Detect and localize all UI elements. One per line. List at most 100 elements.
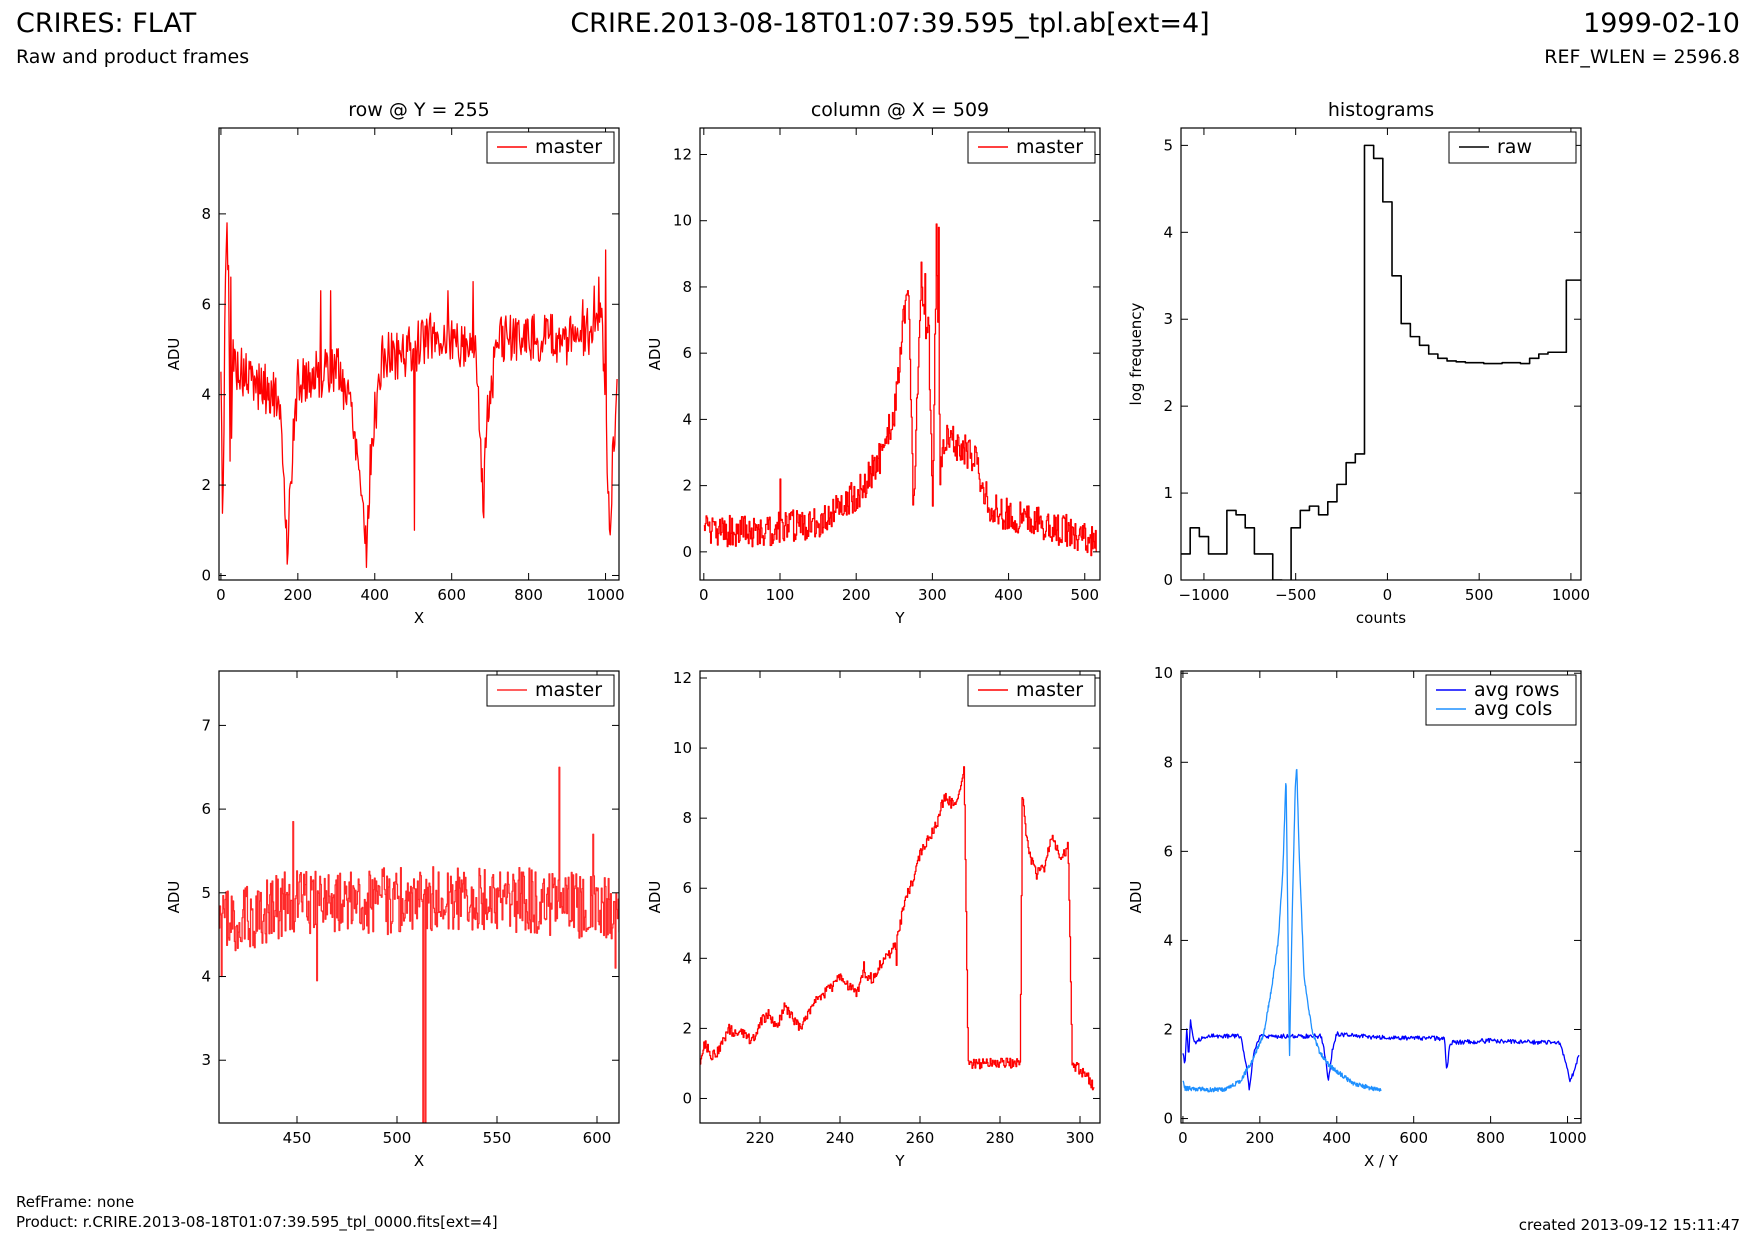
legend-label: avg cols (1474, 698, 1552, 720)
y-tick-label: 4 (201, 968, 211, 986)
y-tick-label: 6 (1163, 842, 1173, 860)
x-tick-label: 500 (383, 1129, 412, 1147)
x-tick-label: 400 (360, 586, 389, 604)
legend-label: master (1016, 136, 1083, 158)
created-timestamp: created 2013-09-12 15:11:47 (1518, 1216, 1740, 1234)
y-tick-label: 8 (682, 809, 692, 827)
y-tick-label: 3 (201, 1051, 211, 1069)
frame-name: CRIRE.2013-08-18T01:07:39.595_tpl.ab[ext… (570, 8, 1210, 39)
y-tick-label: 0 (682, 543, 692, 561)
x-tick-label: 260 (906, 1129, 935, 1147)
x-tick-label: 400 (1322, 1129, 1351, 1147)
y-tick-label: 0 (201, 566, 211, 584)
plot-frame (1180, 670, 1582, 1124)
y-tick-label: 0 (682, 1089, 692, 1107)
y-tick-label: 6 (201, 800, 211, 818)
x-axis-label: Y (894, 609, 905, 627)
x-tick-label: 0 (216, 586, 226, 604)
legend-label: master (1016, 679, 1083, 701)
x-tick-label: 800 (514, 586, 543, 604)
y-tick-label: 4 (682, 410, 692, 428)
ref-wlen: REF_WLEN = 2596.8 (1544, 46, 1740, 68)
header-subtitle: Raw and product frames (16, 46, 250, 68)
x-tick-label: 1000 (1548, 1129, 1586, 1147)
header-title: CRIRES: FLAT (16, 8, 197, 39)
legend-label: master (535, 136, 602, 158)
plot-frame (218, 127, 620, 581)
chart-panel-3: −1000 −500 0 500 1000 0 1 2 3 4 5 histograms counts l… (1127, 99, 1590, 627)
y-tick-label: 4 (1163, 931, 1173, 949)
y-tick-label: 6 (201, 295, 211, 313)
x-tick-label: 0 (699, 586, 709, 604)
y-tick-label: 10 (673, 212, 692, 230)
x-tick-label: 500 (1070, 586, 1099, 604)
legend-label: master (535, 679, 602, 701)
x-tick-label: 200 (842, 586, 871, 604)
plot-frame (699, 127, 1101, 581)
x-tick-label: 200 (284, 586, 313, 604)
header-date: 1999-02-10 (1583, 8, 1740, 39)
chart-title: column @ X = 509 (811, 99, 989, 121)
x-tick-label: 200 (1246, 1129, 1275, 1147)
x-axis-label: X / Y (1364, 1152, 1399, 1170)
y-tick-label: 1 (1163, 484, 1173, 502)
y-tick-label: 6 (682, 879, 692, 897)
x-tick-label: 240 (826, 1129, 855, 1147)
series-line-avg-rows (1182, 1019, 1580, 1091)
y-tick-label: 2 (682, 477, 692, 495)
x-axis-label: Y (894, 1152, 905, 1170)
y-tick-label: 7 (201, 716, 211, 734)
x-tick-label: 280 (986, 1129, 1015, 1147)
x-tick-label: 300 (918, 586, 947, 604)
series-line-master (703, 223, 1097, 557)
y-axis-label: ADU (165, 881, 183, 914)
series-line-raw (1181, 144, 1581, 580)
y-tick-label: 4 (201, 386, 211, 404)
y-axis-label: ADU (1127, 881, 1145, 914)
x-axis-label: X (414, 609, 424, 627)
product-label: Product: r.CRIRE.2013-08-18T01:07:39.595… (16, 1213, 498, 1231)
x-tick-label: 600 (583, 1129, 612, 1147)
legend-box (1425, 674, 1577, 726)
y-tick-label: 2 (201, 476, 211, 494)
y-tick-label: 8 (1163, 753, 1173, 771)
y-tick-label: 12 (673, 145, 692, 163)
x-tick-label: −1000 (1179, 586, 1230, 604)
y-tick-label: 4 (682, 949, 692, 967)
y-tick-label: 4 (1163, 223, 1173, 241)
chart-panel-6: 0 200 400 600 800 1000 0 2 4 6 8 10 X / Y ADU avg rows… (1127, 664, 1587, 1170)
y-tick-label: 0 (1163, 571, 1173, 589)
series-line-master (219, 766, 619, 1123)
x-tick-label: 1000 (1552, 586, 1590, 604)
chart-title: row @ Y = 255 (348, 99, 490, 121)
series-line-master (700, 766, 1095, 1091)
x-tick-label: 1000 (586, 586, 624, 604)
y-tick-label: 10 (673, 739, 692, 757)
x-tick-label: 600 (437, 586, 466, 604)
chart-panel-5: 220 240 260 280 300 0 2 4 6 8 10 12 Y ADU master (646, 669, 1101, 1170)
series-line-avg-cols (1182, 768, 1382, 1093)
x-tick-label: 300 (1066, 1129, 1095, 1147)
y-tick-label: 5 (1163, 136, 1173, 154)
y-tick-label: 2 (1163, 397, 1173, 415)
y-axis-label: ADU (646, 881, 664, 914)
x-tick-label: 500 (1465, 586, 1494, 604)
chart-panel-2: 0 100 200 300 400 500 0 2 4 6 8 10 12 column @ X = 50… (646, 99, 1101, 627)
x-tick-label: 450 (283, 1129, 312, 1147)
y-tick-label: 5 (201, 884, 211, 902)
y-tick-label: 8 (201, 205, 211, 223)
y-tick-label: 6 (682, 344, 692, 362)
y-axis-label: log frequency (1127, 302, 1145, 405)
x-tick-label: 800 (1476, 1129, 1505, 1147)
y-tick-label: 3 (1163, 310, 1173, 328)
x-tick-label: 220 (746, 1129, 775, 1147)
y-tick-label: 8 (682, 278, 692, 296)
y-tick-label: 12 (673, 669, 692, 687)
x-tick-label: 100 (766, 586, 795, 604)
chart-panel-1: 0 200 400 600 800 1000 0 2 4 6 8 row @ Y = 255 X ADU m… (165, 99, 625, 627)
chart-panel-4: 450 500 550 600 3 4 5 6 7 X ADU master (165, 670, 620, 1170)
y-axis-label: ADU (165, 338, 183, 371)
legend-label: raw (1497, 136, 1532, 158)
plot-frame (218, 670, 620, 1124)
